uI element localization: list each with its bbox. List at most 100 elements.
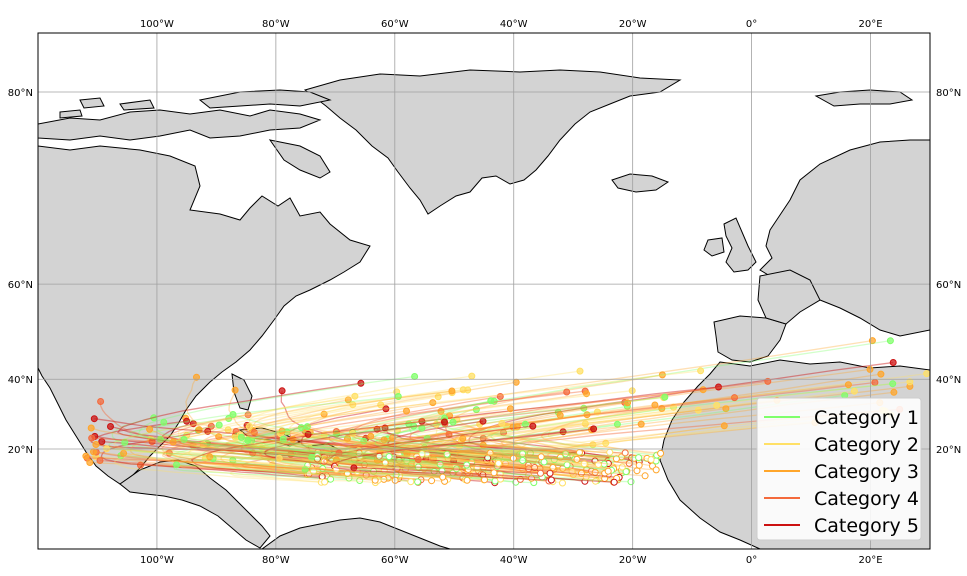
land-iceland — [611, 173, 670, 193]
track-point-marker — [428, 477, 436, 485]
tick-labels-layer: 100°W 100°W 80°W 80°W 60°W 60°W 40°W 40°W 20°W 20… — [8, 19, 961, 566]
hurricane-track — [129, 429, 445, 483]
lat-tick-label-left: 80°N — [8, 88, 33, 99]
track-point-marker — [349, 430, 357, 437]
track-point-marker — [472, 406, 480, 414]
track-point-marker — [537, 453, 545, 461]
hurricane-track — [353, 467, 615, 483]
hurricane-track — [287, 421, 523, 462]
track-point-marker — [487, 397, 495, 405]
track-point-marker — [355, 449, 363, 457]
track-point-marker — [581, 420, 589, 428]
hurricane-track — [370, 435, 580, 454]
track-point-marker — [381, 424, 389, 432]
hurricane-track — [252, 438, 582, 474]
track-point-marker — [519, 450, 527, 458]
track-point-marker — [377, 401, 385, 409]
track-point-marker — [519, 457, 527, 464]
lon-tick-label-bottom: 20°W — [619, 555, 647, 566]
land-arctic-islands — [38, 109, 322, 141]
lon-tick-label-bottom: 20°E — [859, 555, 883, 566]
hurricane-track — [93, 451, 443, 478]
hurricane-track — [418, 442, 606, 483]
lon-tick-label-bottom: 0° — [746, 555, 757, 566]
track-point-marker — [496, 393, 504, 400]
track-point-marker — [380, 466, 388, 474]
track-point-marker — [889, 380, 897, 388]
hurricane-track — [281, 430, 577, 461]
track-point-marker — [414, 456, 422, 463]
hurricane-track — [384, 427, 582, 454]
track-point-marker — [82, 452, 90, 460]
hurricane-track — [365, 437, 609, 465]
hurricane-track — [503, 390, 855, 453]
lat-tick-label-left: 60°N — [8, 280, 33, 291]
track-point-marker — [249, 449, 257, 457]
track-point-marker — [507, 405, 514, 413]
hurricane-track — [187, 443, 358, 473]
hurricane-track — [113, 436, 322, 483]
track-point-marker — [403, 407, 410, 415]
track-point-marker — [890, 388, 898, 396]
hurricane-track — [386, 423, 526, 470]
track-point-marker — [658, 405, 666, 412]
lat-tick-label-right: 40°N — [936, 375, 961, 386]
track-point-marker — [497, 475, 504, 483]
track-point-marker — [411, 373, 419, 380]
track-point-marker — [464, 386, 472, 394]
track-point-marker — [207, 422, 215, 430]
track-point-marker — [343, 470, 351, 477]
track-point-marker — [361, 461, 368, 469]
hurricane-track — [386, 420, 596, 462]
track-point-marker — [583, 390, 590, 398]
track-point-marker — [137, 461, 144, 469]
land-north-america — [38, 145, 371, 485]
hurricane-track — [220, 415, 485, 481]
legend: Category 1 Category 2 Category 3 Category 4… — [756, 397, 922, 541]
hurricane-track — [228, 389, 418, 465]
land-great-britain — [723, 217, 757, 273]
hurricane-track — [110, 425, 400, 461]
track-point-marker — [335, 449, 343, 457]
track-point-marker — [304, 430, 312, 438]
track-point-marker — [429, 455, 437, 463]
track-point-marker — [327, 475, 335, 483]
hurricane-track — [243, 370, 701, 455]
track-point-marker — [479, 434, 487, 442]
track-point-marker — [549, 464, 557, 471]
track-point-marker — [591, 468, 599, 476]
track-point-marker — [694, 406, 702, 414]
track-point-marker — [90, 415, 98, 423]
hurricane-track — [152, 440, 327, 458]
track-point-marker — [537, 469, 544, 477]
hurricane-track — [336, 433, 657, 462]
track-point-marker — [349, 401, 357, 409]
track-point-marker — [165, 449, 173, 457]
track-point-marker — [437, 407, 445, 415]
legend-label: Category 2 — [814, 434, 919, 456]
legend-label: Category 3 — [814, 461, 919, 483]
track-point-marker — [215, 421, 223, 429]
lon-tick-label-top: 40°W — [500, 19, 528, 30]
track-point-marker — [432, 420, 440, 428]
hurricane-track — [435, 400, 657, 456]
track-point-marker — [593, 408, 601, 416]
track-point-marker — [550, 456, 558, 464]
track-point-marker — [278, 387, 286, 395]
track-point-marker — [546, 469, 554, 477]
hurricane-track — [251, 425, 448, 455]
track-point-marker — [418, 417, 426, 425]
track-point-marker — [370, 467, 378, 475]
track-point-marker — [613, 420, 621, 428]
track-point-marker — [657, 449, 665, 457]
hurricane-track — [347, 437, 491, 454]
track-point-marker — [625, 459, 633, 467]
track-point-marker — [320, 431, 328, 439]
hurricane-track — [185, 389, 704, 476]
track-point-marker — [86, 459, 94, 466]
hurricane-track — [483, 444, 622, 458]
hurricane-track — [449, 385, 910, 460]
track-point-marker — [407, 478, 415, 486]
hurricane-track — [85, 455, 310, 475]
